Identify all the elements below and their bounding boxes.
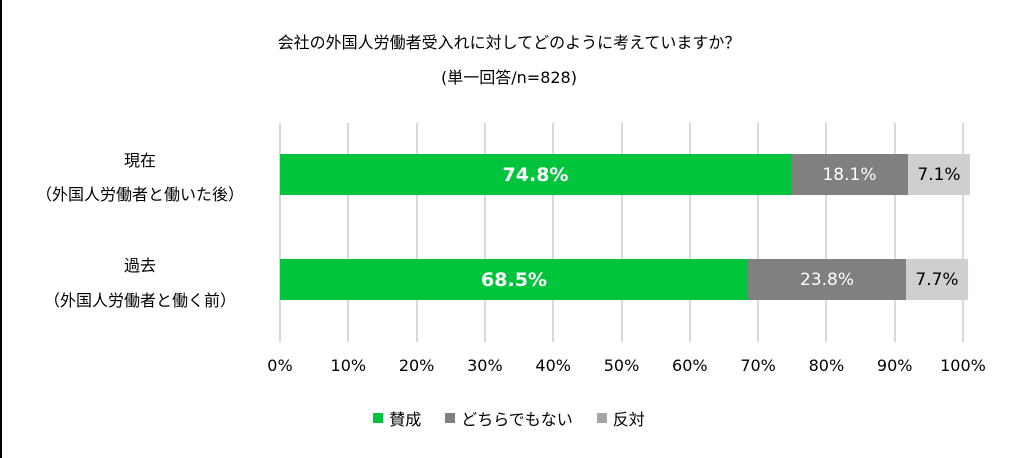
data-label: 7.7% bbox=[915, 269, 959, 290]
bar-segment-oppose: 7.7% bbox=[906, 259, 968, 300]
x-tick-label: 0% bbox=[267, 356, 293, 375]
gridline bbox=[347, 123, 350, 342]
x-tick-label: 90% bbox=[876, 356, 913, 375]
gridline bbox=[893, 123, 896, 342]
chart-subtitle: (単一回答/n=828) bbox=[441, 68, 577, 87]
gridline bbox=[483, 123, 486, 342]
x-tick-label: 10% bbox=[330, 356, 367, 375]
legend: 賛成 どちらでもない 反対 bbox=[0, 406, 1018, 430]
legend-swatch-agree bbox=[373, 413, 384, 423]
bar-segment-neutral: 23.8% bbox=[748, 259, 906, 300]
chart-title: 会社の外国人労働者受入れに対してどのように考えていますか？ bbox=[277, 33, 741, 52]
gridline bbox=[962, 123, 964, 342]
category-sublabel-current: （外国人労働者と働いた後） bbox=[35, 185, 244, 204]
x-tick-label: 60% bbox=[672, 356, 708, 375]
category-sublabel-past: （外国人労働者と働く前） bbox=[43, 291, 236, 310]
legend-swatch-oppose bbox=[596, 413, 607, 423]
category-label-current: 現在 bbox=[123, 151, 156, 170]
legend-label: どちらでもない bbox=[461, 410, 573, 429]
x-tick-label: 80% bbox=[808, 356, 845, 375]
legend-item-agree: 賛成 bbox=[373, 406, 421, 430]
legend-label: 賛成 bbox=[389, 410, 422, 429]
x-tick-label: 30% bbox=[467, 356, 503, 375]
gridline bbox=[688, 123, 691, 342]
legend-label: 反対 bbox=[612, 410, 645, 429]
category-label-past: 過去 bbox=[123, 256, 156, 275]
gridline bbox=[552, 123, 555, 342]
gridline bbox=[757, 123, 760, 342]
x-tick-label: 70% bbox=[740, 356, 776, 375]
data-label: 23.8% bbox=[799, 269, 854, 290]
bar-segment-oppose: 7.1% bbox=[908, 154, 970, 195]
gridline bbox=[825, 123, 828, 342]
legend-swatch-neutral bbox=[445, 413, 456, 423]
bar-current: 74.8% 18.1% 7.1% bbox=[280, 154, 970, 195]
x-tick-label: 20% bbox=[398, 356, 435, 375]
gridline bbox=[415, 123, 418, 342]
data-label: 74.8% bbox=[502, 163, 569, 186]
data-label: 68.5% bbox=[481, 268, 547, 291]
gridline bbox=[279, 123, 281, 342]
chart-frame-border bbox=[0, 0, 2, 458]
x-tick-label: 100% bbox=[940, 356, 986, 375]
legend-item-neutral: どちらでもない bbox=[445, 406, 573, 430]
x-tick-label: 50% bbox=[603, 356, 640, 375]
gridline bbox=[620, 123, 623, 342]
bar-segment-neutral: 18.1% bbox=[791, 154, 908, 195]
x-tick-label: 40% bbox=[535, 356, 571, 375]
data-label: 18.1% bbox=[822, 164, 877, 185]
bar-past: 68.5% 23.8% 7.7% bbox=[280, 259, 968, 300]
bar-segment-agree: 74.8% bbox=[280, 154, 791, 195]
legend-item-oppose: 反対 bbox=[596, 406, 645, 430]
data-label: 7.1% bbox=[917, 164, 961, 185]
bar-segment-agree: 68.5% bbox=[280, 259, 748, 300]
